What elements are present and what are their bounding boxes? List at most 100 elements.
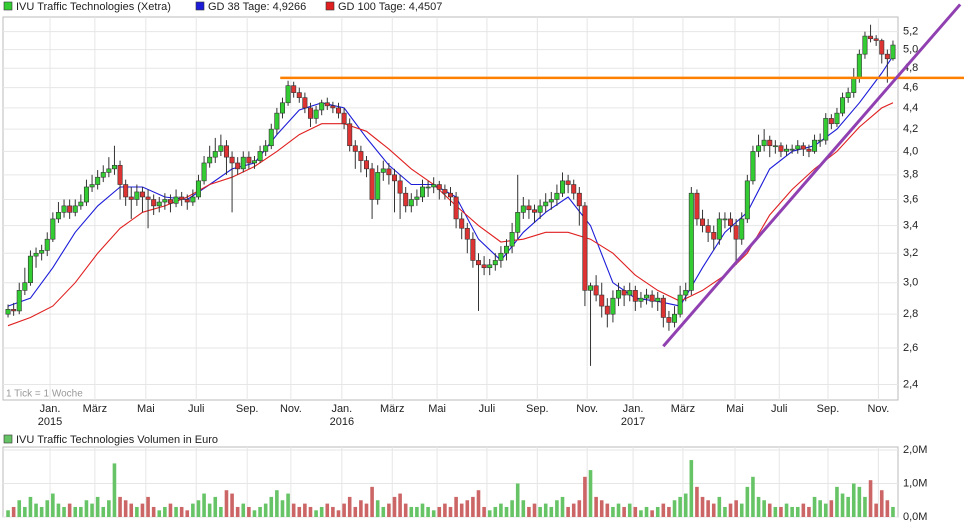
volume-bar: [801, 503, 806, 517]
candle-body: [190, 196, 196, 203]
volume-bar: [263, 503, 268, 517]
candle-body: [95, 176, 101, 185]
volume-bar: [426, 506, 430, 517]
year-label: 2017: [621, 416, 645, 428]
y-tick-label: 4,6: [903, 82, 918, 94]
volume-title: IVU Traffic Technologies Volumen in Euro: [16, 434, 218, 446]
volume-bar: [56, 503, 61, 517]
legend-label: GD 100 Tage: 4,4507: [338, 1, 442, 13]
volume-bar: [784, 503, 789, 517]
candle-body: [800, 145, 806, 150]
candle-body: [733, 225, 739, 240]
volume-bar: [45, 500, 50, 517]
candle-body: [335, 107, 341, 114]
volume-bar: [515, 483, 520, 517]
y-tick-label: 3,6: [903, 193, 918, 205]
volume-bar: [739, 503, 744, 517]
candle-body: [554, 192, 560, 200]
x-tick-label: Mai: [726, 403, 744, 415]
candle-body: [683, 290, 689, 296]
volume-bar: [247, 506, 251, 517]
year-label: 2016: [330, 416, 354, 428]
volume-bar: [560, 496, 565, 517]
volume-bar: [566, 506, 570, 517]
candle-body: [285, 85, 291, 104]
volume-bar: [67, 503, 72, 517]
volume-bar: [599, 500, 604, 517]
y-tick-label: 2,6: [903, 342, 918, 354]
volume-bar: [734, 500, 738, 517]
volume-bar: [146, 496, 150, 517]
volume-bar: [319, 506, 324, 517]
volume-bar: [863, 496, 867, 517]
candle-body: [476, 260, 482, 266]
candle-body: [134, 191, 140, 200]
volume-bar: [829, 500, 834, 517]
volume-bar: [280, 500, 285, 517]
candle-body: [50, 218, 56, 240]
candle-body: [173, 196, 179, 204]
y-tick-label: 2,4: [903, 378, 918, 390]
candle-body: [828, 118, 834, 125]
x-tick-label: Jan.: [40, 403, 61, 415]
volume-bar: [571, 503, 576, 517]
volume-bar: [846, 496, 850, 517]
volume-bar: [11, 506, 16, 517]
candle-body: [436, 184, 442, 190]
volume-bar: [51, 493, 55, 517]
volume-bar: [342, 503, 346, 517]
candle-body: [767, 139, 773, 147]
candle-body: [229, 156, 235, 164]
volume-bar: [135, 506, 139, 517]
candle-body: [375, 172, 381, 200]
volume-bar: [370, 486, 374, 517]
x-tick-label: Jan.: [623, 403, 644, 415]
candle-body: [5, 309, 11, 315]
volume-bar: [347, 496, 352, 517]
candle-body: [744, 180, 750, 220]
legend-label: IVU Traffic Technologies (Xetra): [16, 1, 171, 13]
candle-body: [795, 145, 801, 150]
x-tick-label: März: [380, 403, 404, 415]
year-label: 2015: [38, 416, 62, 428]
candle-body: [526, 205, 532, 211]
candle-body: [341, 112, 347, 125]
candle-body: [279, 102, 285, 114]
volume-bar: [527, 506, 531, 517]
candle-body: [156, 201, 162, 207]
volume-bar: [767, 503, 772, 517]
volume-bar: [196, 500, 201, 517]
volume-bar: [471, 496, 475, 517]
volume-bar: [331, 506, 335, 517]
legend-swatch: [3, 434, 13, 444]
volume-bar: [650, 510, 654, 517]
volume-bar: [258, 506, 262, 517]
x-tick-label: Juli: [188, 403, 205, 415]
volume-bar: [756, 496, 761, 517]
volume-bar: [179, 506, 184, 517]
candle-body: [162, 199, 168, 203]
candle-body: [123, 184, 129, 198]
volume-bar: [594, 496, 598, 517]
volume-bar: [129, 503, 134, 517]
volume-bar: [683, 493, 688, 517]
volume-bar: [779, 506, 783, 517]
volume-bar: [532, 503, 537, 517]
candle-body: [397, 180, 403, 194]
volume-bar: [62, 506, 66, 517]
legend-swatch: [195, 1, 205, 11]
candle-body: [257, 151, 263, 161]
candle-body: [537, 205, 543, 213]
candle-body: [291, 85, 297, 93]
volume-bar: [762, 500, 766, 517]
candle-body: [789, 148, 795, 151]
candle-body: [722, 218, 728, 221]
candle-body: [263, 145, 269, 152]
candle-body: [604, 305, 610, 315]
volume-bar: [622, 506, 626, 517]
volume-bar: [437, 506, 442, 517]
x-tick-label: Nov.: [867, 403, 889, 415]
legend-swatch: [325, 1, 335, 11]
volume-bar: [868, 480, 873, 517]
candle-body: [352, 145, 358, 152]
